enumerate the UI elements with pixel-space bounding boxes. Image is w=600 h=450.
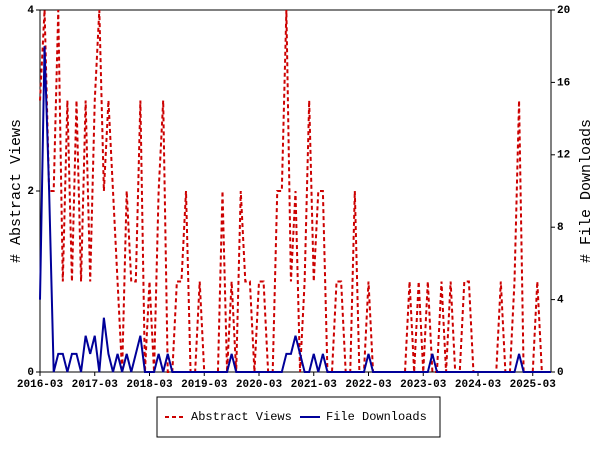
x-tick-label: 2025-03: [510, 379, 557, 391]
x-tick-label: 2024-03: [455, 379, 502, 391]
x-tick-label: 2019-03: [181, 379, 228, 391]
series-line: [39, 9, 551, 373]
y-tick-label: 2: [27, 186, 34, 198]
y2-tick-label: 4: [557, 295, 564, 307]
y2-tick-label: 20: [557, 5, 570, 17]
y2-tick-label: 16: [557, 77, 570, 89]
x-tick-label: 2017-03: [72, 379, 119, 391]
legend-box: [156, 396, 441, 438]
y2-tick-label: 0: [557, 367, 564, 379]
x-tick-label: 2022-03: [345, 379, 392, 391]
y-tick-label: 4: [27, 5, 34, 17]
y-axis-title: # Abstract Views: [8, 119, 25, 263]
x-tick-label: 2020-03: [236, 379, 283, 391]
legend-label: File Downloads: [326, 410, 427, 424]
x-tick-label: 2021-03: [291, 379, 338, 391]
y2-tick-label: 8: [557, 222, 564, 234]
y2-tick-label: 12: [557, 150, 570, 162]
y2-axis-title: # File Downloads: [578, 119, 595, 263]
legend-label: Abstract Views: [191, 410, 292, 424]
x-tick-label: 2016-03: [17, 379, 64, 391]
y-tick-label: 0: [27, 367, 34, 379]
x-tick-label: 2023-03: [400, 379, 447, 391]
series-line: [39, 46, 551, 373]
x-tick-label: 2018-03: [126, 379, 173, 391]
